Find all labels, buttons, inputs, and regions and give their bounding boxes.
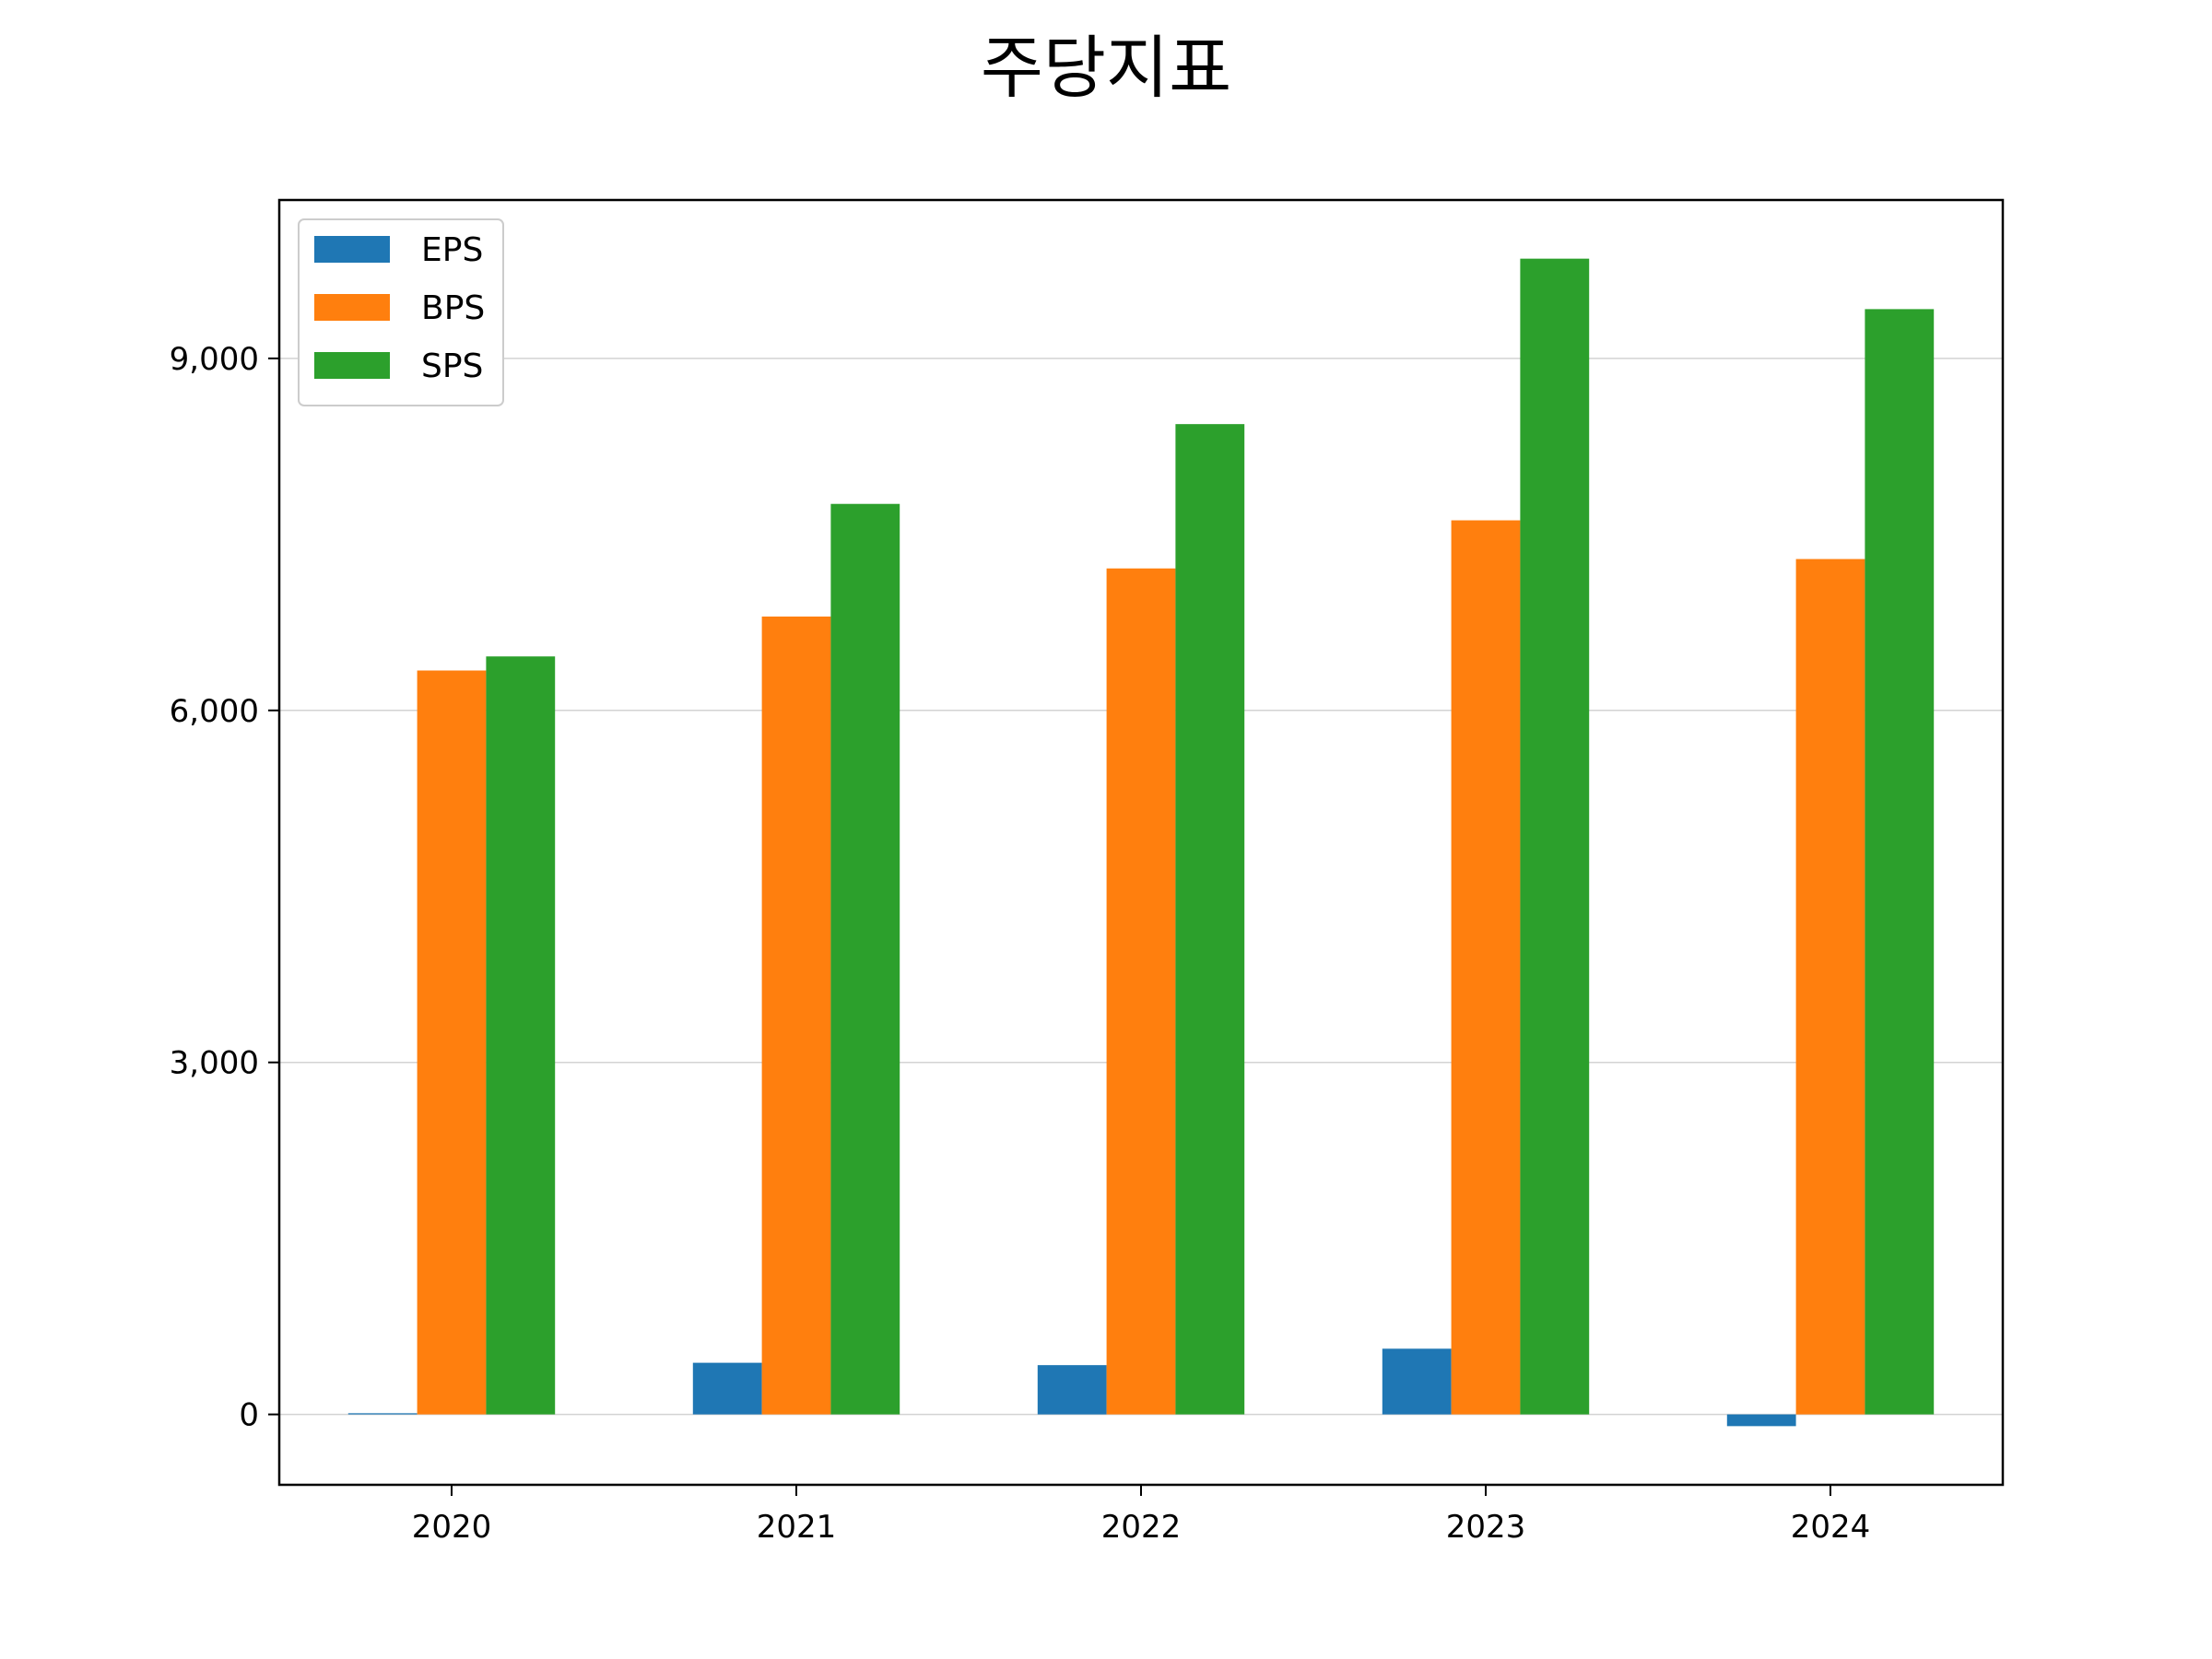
x-axis: 2020 2021 2022 2023 2024 <box>412 1485 1871 1546</box>
y-tick-label: 6,000 <box>170 693 259 730</box>
bar-sps-2023 <box>1520 258 1590 1415</box>
x-tick-label: 2024 <box>1791 1509 1871 1546</box>
bars-group <box>347 258 1935 1427</box>
bar-eps-2021 <box>692 1362 762 1415</box>
x-tick-label: 2020 <box>412 1509 492 1546</box>
legend-swatch-sps <box>314 352 390 379</box>
bar-bps-2023 <box>1451 520 1521 1415</box>
legend-label-sps: SPS <box>421 347 483 385</box>
bar-sps-2024 <box>1865 309 1935 1415</box>
bar-sps-2021 <box>830 503 900 1415</box>
x-tick-label: 2022 <box>1101 1509 1182 1546</box>
bar-eps-2022 <box>1037 1365 1107 1415</box>
y-axis: 0 3,000 6,000 9,000 <box>170 341 279 1434</box>
bar-sps-2020 <box>486 656 556 1415</box>
legend-swatch-eps <box>314 236 390 263</box>
bar-bps-2020 <box>417 670 487 1415</box>
bar-eps-2020 <box>347 1413 418 1415</box>
x-tick-label: 2023 <box>1446 1509 1526 1546</box>
legend-swatch-bps <box>314 294 390 321</box>
legend: EPS BPS SPS <box>298 218 504 406</box>
x-tick-label: 2021 <box>757 1509 837 1546</box>
legend-label-eps: EPS <box>421 231 483 269</box>
bar-eps-2024 <box>1726 1414 1796 1427</box>
y-tick-label: 0 <box>239 1397 259 1434</box>
legend-label-bps: BPS <box>421 289 485 327</box>
y-tick-label: 9,000 <box>170 341 259 378</box>
bar-sps-2022 <box>1175 424 1245 1415</box>
chart-title: 주당지표 <box>980 29 1232 108</box>
bar-eps-2023 <box>1382 1348 1452 1415</box>
bar-bps-2024 <box>1795 559 1865 1415</box>
y-tick-label: 3,000 <box>170 1045 259 1082</box>
bar-bps-2022 <box>1106 568 1176 1415</box>
bar-bps-2021 <box>761 616 831 1415</box>
